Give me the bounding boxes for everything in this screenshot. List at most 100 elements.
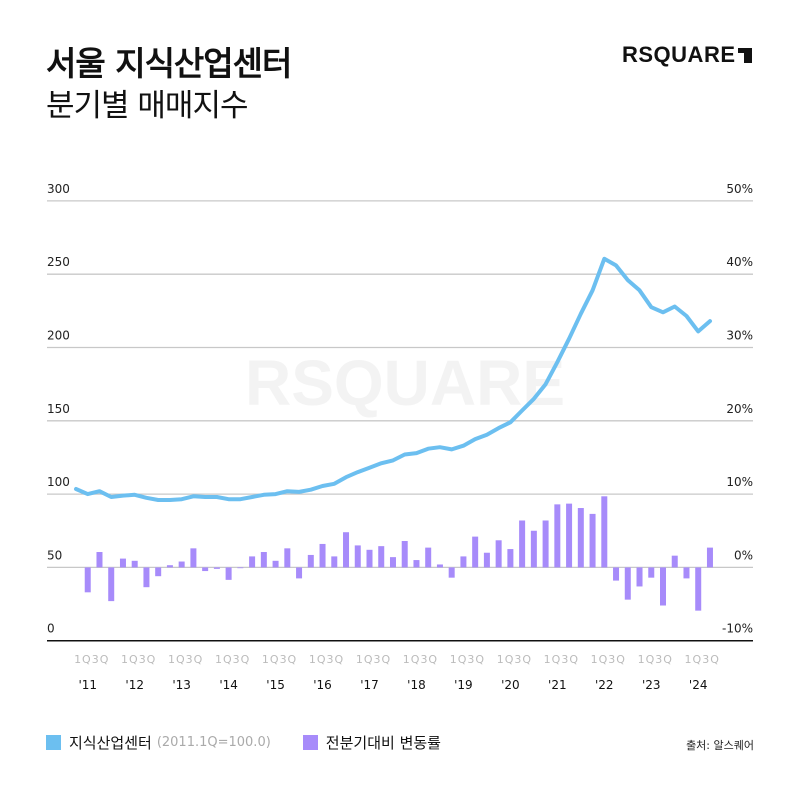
quarter-tick-label: 1Q3Q bbox=[262, 653, 297, 666]
bar-change bbox=[389, 557, 396, 568]
bar-change bbox=[296, 567, 303, 579]
bar-change bbox=[460, 556, 467, 568]
year-tick-label: '18 bbox=[407, 678, 426, 692]
quarter-tick-label: 1Q3Q bbox=[121, 653, 156, 666]
source-note: 출처: 알스퀘어 bbox=[686, 739, 754, 752]
left-axis-tick-label: 100 bbox=[47, 475, 70, 489]
bar-change bbox=[272, 560, 279, 568]
year-tick-label: '24 bbox=[689, 678, 708, 692]
bar-change bbox=[143, 567, 150, 588]
quarter-tick-label: 1Q3Q bbox=[309, 653, 344, 666]
bar-change bbox=[636, 567, 643, 587]
bar-change bbox=[284, 548, 291, 568]
index-line bbox=[74, 256, 712, 502]
right-axis-tick-label: -10% bbox=[722, 622, 753, 636]
right-axis-tick-label: 30% bbox=[726, 329, 753, 343]
year-tick-label: '13 bbox=[172, 678, 191, 692]
bar-change bbox=[554, 504, 561, 568]
bar-change bbox=[542, 520, 549, 568]
left-axis-tick-label: 50 bbox=[47, 548, 62, 562]
bar-change bbox=[108, 567, 115, 602]
bar-change bbox=[366, 549, 373, 568]
bar-change bbox=[166, 565, 173, 568]
bar-change bbox=[319, 543, 326, 568]
year-tick-label: '11 bbox=[78, 678, 97, 692]
bar-change bbox=[425, 547, 432, 568]
bar-change bbox=[624, 567, 631, 600]
bar-change bbox=[307, 554, 314, 568]
bar-change bbox=[648, 567, 655, 578]
bar-change bbox=[331, 556, 338, 568]
legend-note-index: (2011.1Q=100.0) bbox=[156, 735, 271, 750]
bar-change bbox=[96, 552, 103, 568]
quarter-tick-label: 1Q3Q bbox=[215, 653, 250, 666]
bar-change bbox=[202, 567, 209, 572]
bar-change bbox=[601, 496, 608, 568]
bar-change bbox=[577, 508, 584, 568]
bar-change bbox=[530, 530, 537, 568]
left-axis-tick-label: 0 bbox=[47, 622, 55, 636]
bar-change bbox=[225, 567, 232, 580]
bar-change bbox=[671, 555, 678, 568]
logo-text: RSQUARE bbox=[622, 42, 736, 67]
year-tick-label: '19 bbox=[454, 678, 473, 692]
bar-change bbox=[190, 548, 197, 568]
bar-change bbox=[706, 547, 713, 568]
quarter-tick-label: 1Q3Q bbox=[638, 653, 673, 666]
logo-mark-icon bbox=[737, 47, 752, 63]
bar-change bbox=[683, 567, 690, 579]
quarter-tick-label: 1Q3Q bbox=[356, 653, 391, 666]
year-tick-label: '12 bbox=[125, 678, 144, 692]
bar-change bbox=[413, 560, 420, 568]
legend: 지식산업센터 (2011.1Q=100.0) 전분기대비 변동률 bbox=[46, 732, 441, 753]
legend-swatch-index bbox=[46, 735, 61, 750]
bar-change bbox=[343, 532, 350, 568]
right-axis-tick-label: 10% bbox=[726, 475, 753, 489]
quarter-tick-label: 1Q3Q bbox=[685, 653, 720, 666]
bar-change bbox=[589, 513, 596, 568]
bar-change bbox=[436, 564, 443, 568]
year-tick-label: '15 bbox=[266, 678, 285, 692]
bar-change bbox=[84, 567, 91, 593]
chart-title: 서울 지식산업센터 bbox=[46, 44, 292, 83]
bar-change bbox=[507, 549, 514, 568]
right-axis-tick-label: 50% bbox=[726, 182, 753, 196]
bar-change bbox=[213, 567, 220, 569]
quarter-tick-label: 1Q3Q bbox=[591, 653, 626, 666]
bar-change bbox=[519, 520, 526, 568]
bar-change bbox=[249, 556, 256, 568]
legend-swatch-change bbox=[302, 735, 318, 750]
year-tick-label: '21 bbox=[548, 678, 567, 692]
bar-change bbox=[260, 552, 267, 568]
quarter-tick-label: 1Q3Q bbox=[544, 653, 579, 666]
bar-change bbox=[401, 541, 408, 568]
bar-change bbox=[237, 567, 244, 569]
watermark: RSQUARE bbox=[245, 347, 565, 419]
quarter-tick-label: 1Q3Q bbox=[497, 653, 532, 666]
left-axis-tick-label: 150 bbox=[47, 402, 70, 416]
year-tick-label: '20 bbox=[501, 678, 520, 692]
bar-change bbox=[613, 567, 620, 581]
quarter-tick-label: 1Q3Q bbox=[403, 653, 438, 666]
bar-change bbox=[155, 567, 162, 577]
year-tick-label: '16 bbox=[313, 678, 332, 692]
left-axis-tick-label: 200 bbox=[47, 329, 70, 343]
bar-change bbox=[660, 567, 666, 606]
right-axis-tick-label: 40% bbox=[726, 255, 753, 269]
bar-change bbox=[495, 540, 502, 568]
bar-change bbox=[131, 560, 138, 568]
bar-change bbox=[483, 552, 490, 568]
bar-change bbox=[448, 567, 455, 578]
left-axis-tick-label: 250 bbox=[47, 255, 70, 269]
quarter-tick-label: 1Q3Q bbox=[450, 653, 485, 666]
rsquare-logo: RSQUARE bbox=[622, 42, 752, 68]
legend-label-change: 전분기대비 변동률 bbox=[325, 734, 441, 752]
year-tick-label: '17 bbox=[360, 678, 379, 692]
year-tick-label: '22 bbox=[595, 678, 614, 692]
quarter-tick-label: 1Q3Q bbox=[74, 653, 109, 666]
bar-change bbox=[178, 561, 185, 568]
bar-change bbox=[119, 558, 126, 568]
right-axis-tick-label: 20% bbox=[726, 402, 753, 416]
year-tick-label: '23 bbox=[642, 678, 661, 692]
